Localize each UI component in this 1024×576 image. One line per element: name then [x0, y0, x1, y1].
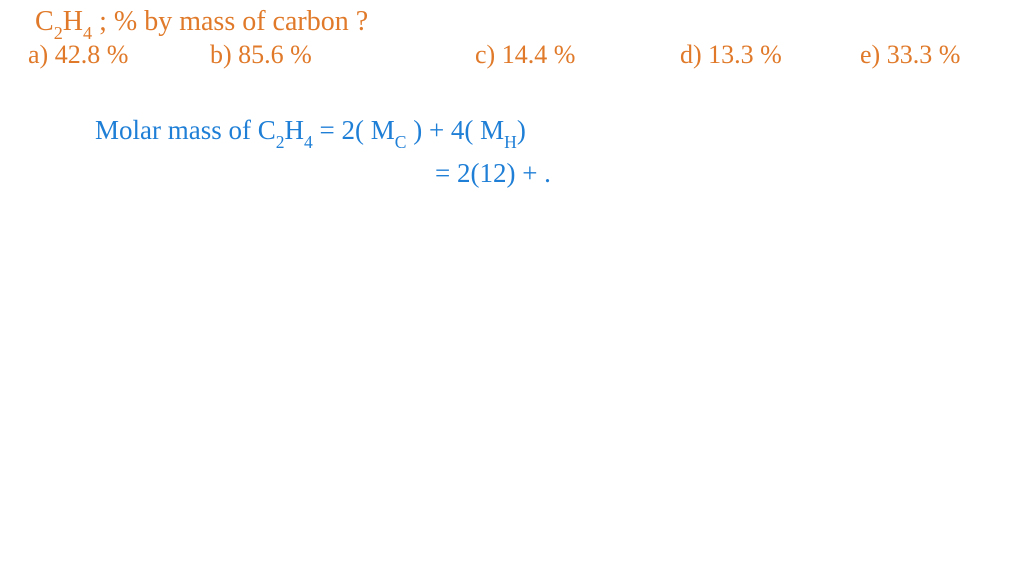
- question-formula: C2H4 ; % by mass of carbon ?: [35, 6, 368, 42]
- whiteboard-canvas: C2H4 ; % by mass of carbon ? a) 42.8 % b…: [0, 0, 1024, 576]
- work-text: ) + 4( M: [406, 115, 504, 145]
- work-text: Molar mass of C: [95, 115, 276, 145]
- option-d: d) 13.3 %: [680, 40, 782, 70]
- formula-part: H: [63, 6, 83, 37]
- work-line-1: Molar mass of C2H4 = 2( MC ) + 4( MH): [95, 115, 526, 150]
- work-text: = 2( M: [313, 115, 395, 145]
- work-line-2: = 2(12) + .: [435, 158, 551, 189]
- work-sub: 2: [276, 132, 285, 152]
- work-text: H: [285, 115, 305, 145]
- option-e: e) 33.3 %: [860, 40, 960, 70]
- formula-part: C: [35, 6, 54, 37]
- work-sub: H: [504, 132, 517, 152]
- option-c: c) 14.4 %: [475, 40, 575, 70]
- work-sub: 4: [304, 132, 313, 152]
- work-sub: C: [395, 132, 407, 152]
- question-text: ; % by mass of carbon ?: [92, 6, 368, 37]
- option-a: a) 42.8 %: [28, 40, 128, 70]
- option-b: b) 85.6 %: [210, 40, 312, 70]
- work-text: ): [517, 115, 526, 145]
